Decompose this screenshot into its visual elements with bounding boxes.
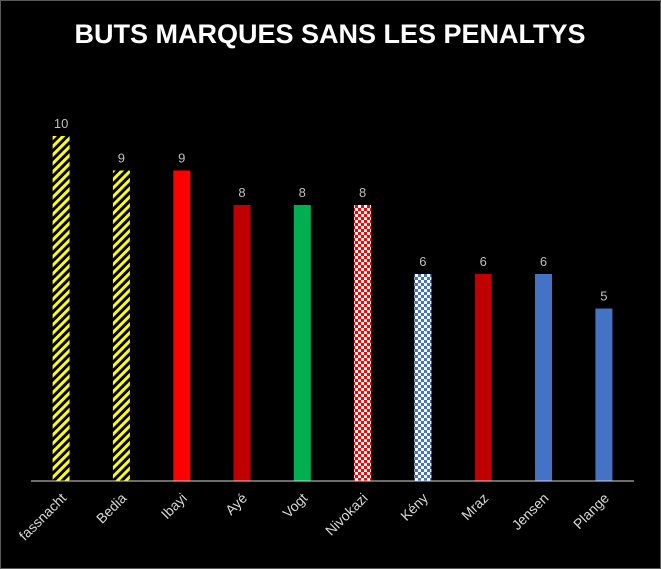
bar-ayé [233, 205, 251, 481]
bar-fassnacht [52, 136, 70, 481]
category-tick-label: Jensen [508, 490, 551, 533]
category-tick-label: Mraz [458, 490, 491, 523]
bar-mraz [474, 274, 492, 481]
category-tick-label: Nivokazi [322, 490, 371, 539]
category-tick-label: Bedia [93, 490, 130, 527]
bar-plange [595, 308, 613, 481]
bar-ibayi [173, 170, 191, 481]
category-tick-label: Kény [397, 490, 431, 524]
value-label: 8 [359, 185, 366, 200]
value-label: 5 [600, 289, 607, 304]
value-label: 9 [178, 151, 185, 166]
bar-vogt [293, 205, 311, 481]
bars-group [52, 136, 613, 481]
value-labels-group: 10 9 9 8 8 8 6 6 6 5 [54, 116, 608, 304]
value-label: 9 [118, 151, 125, 166]
category-tick-label: Ibayi [158, 490, 190, 522]
value-label: 8 [299, 185, 306, 200]
value-label: 10 [54, 116, 68, 131]
category-tick-label: Vogt [279, 490, 310, 521]
category-ticks-group: fassnacht Bedia Ibayi Ayé Vogt Nivokazi Kény Mr… [16, 490, 613, 544]
bar-kény [414, 274, 432, 481]
value-label: 8 [238, 185, 245, 200]
category-tick-label: fassnacht [16, 490, 70, 544]
bar-jensen [535, 274, 552, 481]
value-label: 6 [480, 254, 487, 269]
category-tick-label: Ayé [222, 490, 250, 518]
bar-bedia [112, 170, 130, 481]
value-label: 6 [419, 254, 426, 269]
category-tick-label: Plange [570, 490, 612, 532]
bar-nivokazi [354, 205, 372, 481]
chart-title: BUTS MARQUES SANS LES PENALTYS [74, 19, 585, 49]
value-label: 6 [540, 254, 547, 269]
